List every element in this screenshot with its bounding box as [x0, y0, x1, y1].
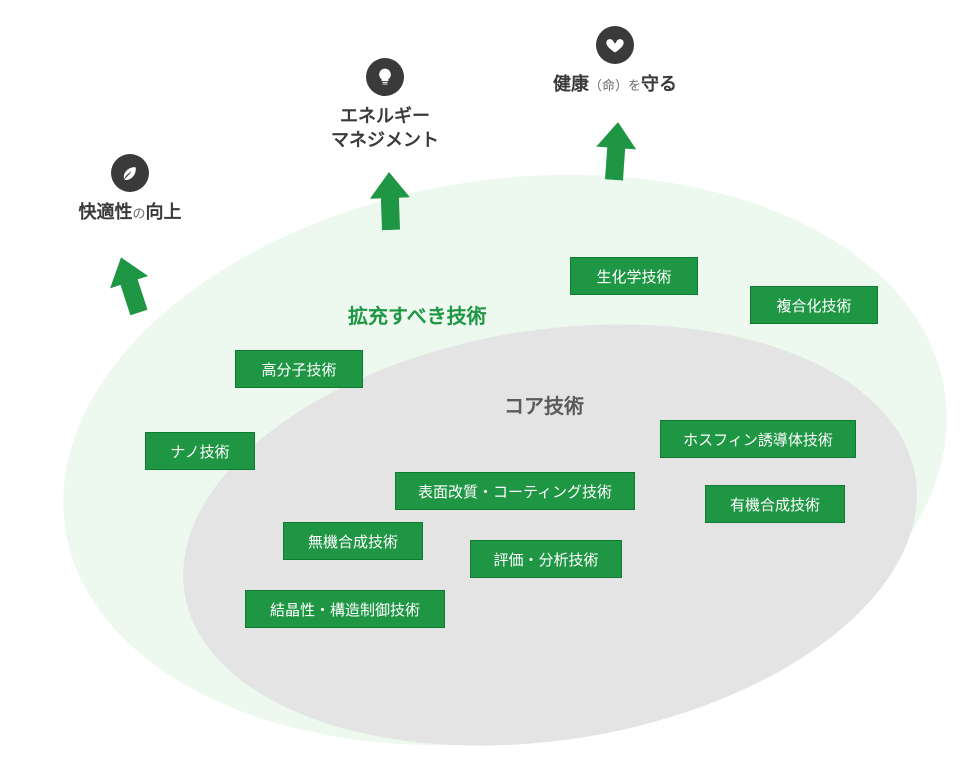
tag-inorganic: 無機合成技術	[283, 522, 423, 560]
text-sub: 命	[602, 78, 615, 93]
inner-ellipse-title: コア技術	[504, 390, 584, 419]
tag-nano: ナノ技術	[145, 432, 255, 470]
text-sub: の	[132, 206, 145, 221]
text: 健康	[553, 74, 589, 94]
tag-biochem: 生化学技術	[570, 257, 698, 295]
diagram-stage: 拡充すべき技術 コア技術 生化学技術 複合化技術 高分子技術 ナノ技術 ホスフィ…	[0, 0, 969, 770]
tag-crystal: 結晶性・構造制御技術	[245, 590, 445, 628]
arrow-comfort	[102, 251, 158, 319]
pillar-comfort: 快適性の向上	[55, 154, 205, 224]
tag-organic: 有機合成技術	[705, 485, 845, 523]
text: 守る	[641, 74, 677, 94]
heart-hands-icon	[596, 26, 634, 64]
text: マネジメント	[331, 130, 439, 150]
outer-ellipse-title: 拡充すべき技術	[348, 300, 487, 329]
text: 向上	[146, 202, 182, 222]
pillar-comfort-label: 快適性の向上	[55, 200, 205, 224]
pillar-health-label: 健康（命）を守る	[520, 72, 710, 96]
tag-analysis: 評価・分析技術	[470, 540, 622, 578]
tag-surface: 表面改質・コーティング技術	[395, 472, 635, 510]
text: 快適性	[78, 202, 132, 222]
pillar-health: 健康（命）を守る	[520, 26, 710, 96]
arrow-health	[594, 121, 638, 182]
tag-polymer: 高分子技術	[235, 350, 363, 388]
text: エネルギー	[340, 106, 430, 126]
lightbulb-icon	[366, 58, 404, 96]
leaf-icon	[111, 154, 149, 192]
tag-composite: 複合化技術	[750, 286, 878, 324]
pillar-energy-label: エネルギー マネジメント	[300, 104, 470, 153]
pillar-energy: エネルギー マネジメント	[300, 58, 470, 153]
tag-phosphine: ホスフィン誘導体技術	[660, 420, 856, 458]
text-sub: ）を	[615, 78, 641, 93]
text-sub: （	[589, 78, 602, 93]
arrow-energy	[369, 171, 411, 230]
